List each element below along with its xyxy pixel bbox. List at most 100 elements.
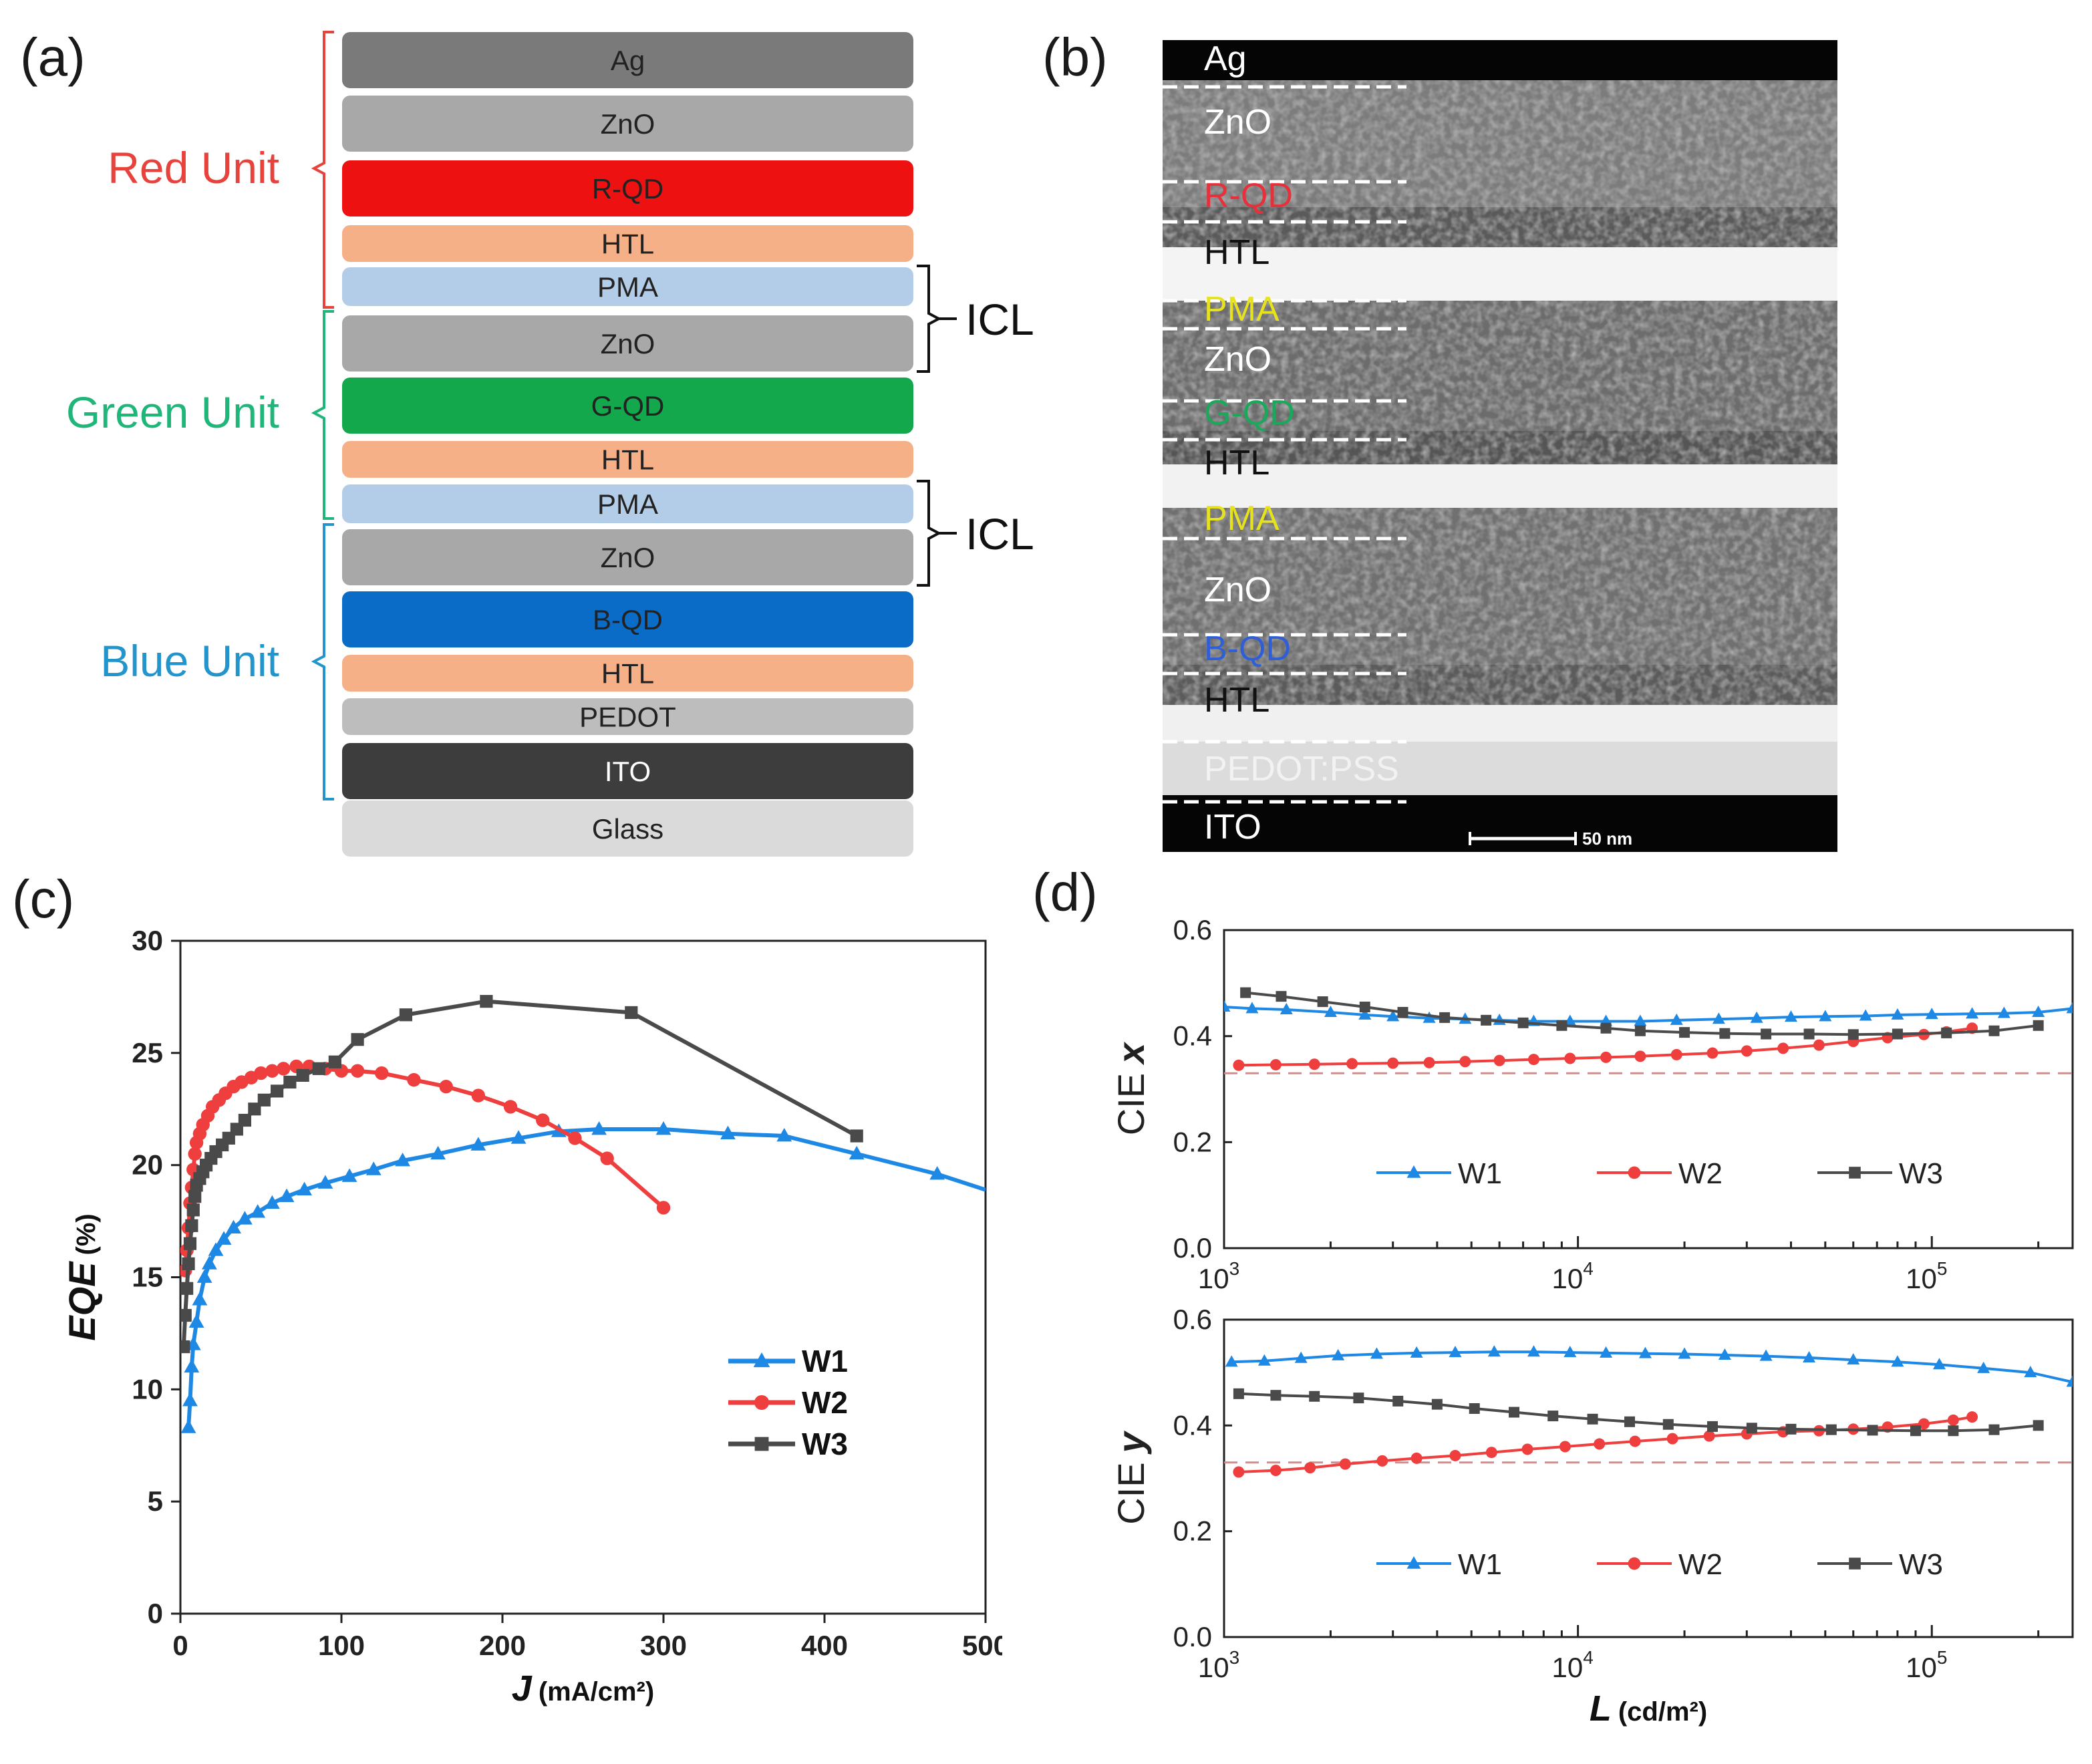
d2-point-w3-15 <box>1825 1424 1837 1435</box>
icl-bracket-0 <box>917 265 942 373</box>
d1-ytick-label-0: 0.0 <box>1173 1232 1212 1264</box>
layer-label-zno-5: ZnO <box>601 328 655 359</box>
d2-xtick-label-1: 104 <box>1551 1647 1593 1683</box>
layer-zno-1 <box>342 96 913 152</box>
c-xtick-label-1: 100 <box>318 1630 365 1661</box>
d2-point-w2-3 <box>1339 1458 1351 1470</box>
d1-point-w2-13 <box>1706 1047 1719 1059</box>
c-series-group <box>180 995 986 1433</box>
d2-point-w2-20 <box>1947 1414 1959 1426</box>
d2-point-w2-10 <box>1594 1438 1606 1450</box>
layer-label-zno-9: ZnO <box>601 542 655 573</box>
d2-xtick-base-0: 10 <box>1198 1652 1229 1683</box>
c-point-w3-5 <box>185 1219 198 1232</box>
d1-point-w2-6 <box>1459 1056 1471 1068</box>
device-stack-diagram: Ag ZnO R-QD HTL PMA ZnO G-QD HTL PMA ZnO B-QD HTL PE… <box>66 31 1034 857</box>
d2-xtick-label-0: 103 <box>1198 1647 1239 1683</box>
c-point-w2-28 <box>471 1088 486 1102</box>
d2-point-w3-11 <box>1662 1419 1674 1430</box>
c-ytick-label-1: 5 <box>148 1485 163 1517</box>
d2-point-w1-21 <box>2066 1375 2073 1387</box>
c-ytick-label-0: 0 <box>148 1598 163 1629</box>
d1-point-w1-3 <box>1324 1005 1337 1017</box>
d2-point-w2-9 <box>1559 1441 1571 1453</box>
layer-zno-9 <box>342 529 913 585</box>
c-point-w1-18 <box>365 1161 382 1175</box>
tem-label-pma-4: PMA <box>1204 290 1280 329</box>
tem-label-b-qd-10: B-QD <box>1204 629 1291 668</box>
layer-label-pma-8: PMA <box>597 488 658 520</box>
c-point-w2-30 <box>536 1113 550 1127</box>
c-point-w3-27 <box>480 995 493 1008</box>
c-point-w1-0 <box>180 1419 196 1433</box>
c-legend-marker-w1 <box>753 1352 770 1368</box>
d1-point-w3-13 <box>1761 1028 1772 1040</box>
layer-ito-13 <box>342 743 913 799</box>
layer-label-r-qd-2: R-QD <box>592 173 663 204</box>
tem-label-r-qd-2: R-QD <box>1204 176 1293 215</box>
d1-point-w1-24 <box>2066 1002 2073 1014</box>
layer-label-htl-3: HTL <box>601 229 654 260</box>
d2-point-w1-2 <box>1294 1351 1308 1363</box>
d2-point-w2-19 <box>1918 1418 1930 1430</box>
c-ylabel-var: EQE <box>61 1261 103 1341</box>
layer-label-g-qd-6: G-QD <box>591 390 665 422</box>
d2-point-w1-13 <box>1718 1348 1731 1360</box>
tem-label-htl-7: HTL <box>1204 444 1269 482</box>
c-point-w1-9 <box>216 1231 232 1245</box>
d1-point-w2-0 <box>1233 1059 1245 1071</box>
c-point-w1-19 <box>395 1152 410 1167</box>
d2-xtick-label-2: 105 <box>1906 1647 1947 1683</box>
layer-label-zno-1: ZnO <box>601 108 655 140</box>
d2-line-w1 <box>1231 1350 2073 1384</box>
layer-r-qd-2 <box>342 160 913 216</box>
c-point-w1-13 <box>264 1195 280 1209</box>
d2-point-w3-13 <box>1746 1423 1757 1434</box>
tem-cross-section: Ag ZnO R-QD HTL PMA ZnO G-QD HTL PMA ZnO B-QD HTL PE… <box>1163 40 1837 852</box>
c-xtick-label-5: 500 <box>962 1630 1002 1661</box>
tem-label-pedot-pss-12: PEDOT:PSS <box>1204 750 1399 788</box>
d1-point-w2-12 <box>1670 1048 1682 1060</box>
d2-ylabel-text: CIE <box>1110 1462 1152 1524</box>
layer-label-ito-13: ITO <box>605 756 651 787</box>
d2-point-w2-11 <box>1629 1435 1641 1447</box>
layer-htl-11 <box>342 655 913 692</box>
c-legend-marker-w3 <box>754 1437 769 1451</box>
d2-ylabel: CIE y <box>1110 1430 1152 1524</box>
d1-xtick-label-1: 104 <box>1551 1258 1593 1294</box>
d1-series-group <box>1224 987 2073 1071</box>
d2-point-w2-13 <box>1703 1430 1715 1442</box>
layer-glass-14 <box>342 800 913 857</box>
c-legend-label-w2: W2 <box>802 1385 848 1420</box>
d2-point-w3-1 <box>1270 1390 1282 1401</box>
d1-point-w2-4 <box>1387 1057 1399 1069</box>
c-point-w2-27 <box>439 1079 453 1094</box>
tem-grain-4 <box>1163 301 1837 451</box>
d1-point-w3-11 <box>1679 1027 1690 1038</box>
c-point-w3-29 <box>850 1129 863 1143</box>
d1-legend-marker-w2 <box>1628 1166 1641 1179</box>
c-point-w2-32 <box>600 1151 614 1165</box>
c-point-w3-1 <box>180 1308 192 1322</box>
d2-point-w3-12 <box>1706 1421 1718 1432</box>
tem-grain-1 <box>1163 80 1837 207</box>
d1-point-w3-1 <box>1276 991 1287 1002</box>
d2-point-w3-5 <box>1431 1399 1443 1410</box>
tem-label-g-qd-6: G-QD <box>1204 394 1295 432</box>
d2-point-w3-8 <box>1547 1411 1559 1422</box>
c-point-w1-24 <box>591 1121 607 1135</box>
c-point-w3-26 <box>399 1008 412 1022</box>
d1-point-w3-17 <box>1941 1027 1952 1038</box>
d1-point-w1-17 <box>1819 1010 1832 1022</box>
d1-point-w2-16 <box>1813 1039 1825 1051</box>
d1-point-w1-0 <box>1224 1000 1231 1012</box>
tem-label-zno-9: ZnO <box>1204 571 1272 609</box>
d1-point-w3-2 <box>1317 996 1328 1008</box>
d1-legend-marker-w3 <box>1849 1167 1861 1179</box>
d2-point-w3-14 <box>1785 1423 1797 1435</box>
layer-pedot-12 <box>342 698 913 735</box>
d1-point-w3-19 <box>2033 1020 2044 1031</box>
d2-point-w2-2 <box>1304 1462 1316 1474</box>
d2-series-group <box>1225 1345 2073 1478</box>
d1-point-w3-9 <box>1600 1022 1612 1034</box>
